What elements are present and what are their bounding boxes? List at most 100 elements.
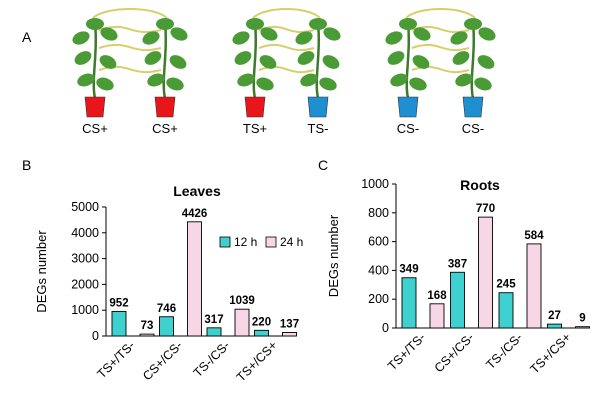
- legend-label: 12 h: [234, 235, 257, 249]
- data-label: 245: [496, 279, 516, 291]
- data-label: 9: [579, 313, 585, 325]
- data-label: 1039: [229, 295, 255, 307]
- bar-12h: [206, 327, 222, 337]
- plant-stem: [315, 21, 320, 99]
- x-tick-label: TS-/CS-: [483, 330, 525, 372]
- tendril: [252, 8, 321, 19]
- y-tick-label: 1000: [361, 177, 389, 191]
- tendril: [411, 65, 470, 74]
- x-tick-label: CS+/CS-: [432, 330, 477, 375]
- panel-a-plants: CS+ CS+ TS+ TS- CS- CS-: [72, 8, 496, 136]
- pot: [307, 96, 329, 118]
- pot: [397, 96, 419, 118]
- plant-leaf: [100, 27, 118, 41]
- x-tick-label: TS+/CS+: [234, 338, 280, 384]
- panel-label: C: [318, 157, 328, 173]
- plant-leaf: [96, 77, 114, 91]
- plant-stem: [252, 21, 257, 99]
- x-tick-label: TS+/CS+: [527, 330, 573, 376]
- data-label: 168: [427, 290, 447, 302]
- plant-leaf: [297, 51, 315, 65]
- plant-leaf: [86, 18, 104, 30]
- plant-leaf: [260, 27, 278, 41]
- plant-stem: [405, 21, 410, 99]
- y-tick-label: 200: [368, 292, 389, 306]
- plant-leaf: [77, 73, 95, 87]
- pot: [244, 96, 266, 118]
- pot-label: TS+: [243, 121, 267, 136]
- bar-24h: [139, 333, 155, 337]
- y-tick-label: 800: [368, 206, 389, 220]
- plant-leaf: [409, 77, 427, 91]
- plant-leaf: [399, 18, 417, 30]
- plant-stem: [162, 21, 167, 99]
- plant-leaf: [455, 73, 473, 87]
- plant-leaf: [142, 31, 160, 45]
- plant: TS+: [232, 18, 278, 136]
- data-label: 137: [280, 318, 299, 330]
- plant-leaf: [464, 18, 482, 30]
- chart-leaves: B Leaves DEGs number 0 1000 2000 3000 4000 5000 9…: [22, 157, 303, 384]
- panel-label: B: [22, 157, 31, 173]
- data-label: 220: [252, 316, 271, 328]
- plant-leaf: [300, 73, 318, 87]
- y-tick-label: 400: [368, 263, 389, 277]
- data-label: 387: [448, 258, 467, 270]
- y-tick-label: 0: [382, 321, 389, 335]
- plant-leaf: [385, 31, 403, 45]
- y-tick-label: 600: [368, 235, 389, 249]
- bar-12h: [111, 310, 127, 337]
- tendril: [405, 8, 476, 19]
- plant-leaf: [234, 51, 252, 65]
- x-tick-label: TS+/TS-: [95, 338, 138, 381]
- plant-stem: [470, 21, 475, 99]
- tendril: [258, 65, 315, 74]
- pot-label: TS-: [308, 121, 329, 136]
- plant-leaf: [259, 55, 277, 69]
- data-label: 770: [476, 203, 495, 215]
- plant-leaf: [166, 77, 184, 91]
- plant-leaf: [319, 77, 337, 91]
- tendril: [98, 43, 162, 52]
- data-label: 4426: [182, 208, 208, 220]
- plant-leaf: [232, 31, 250, 45]
- plant-stem: [92, 21, 97, 99]
- plant-leaf: [99, 55, 117, 69]
- y-tick-label: 3000: [71, 252, 99, 266]
- plant-leaf: [144, 51, 162, 65]
- pot: [154, 96, 176, 118]
- data-label: 349: [399, 264, 418, 276]
- bar-24h: [478, 216, 493, 329]
- plant-leaf: [74, 51, 92, 65]
- data-label: 584: [524, 230, 544, 242]
- y-tick-label: 4000: [71, 226, 99, 240]
- y-tick-label: 1000: [71, 303, 99, 317]
- plant-leaf: [412, 55, 430, 69]
- bar-24h: [282, 332, 297, 337]
- bar-24h: [429, 303, 445, 329]
- data-label: 27: [548, 310, 561, 322]
- data-label: 746: [157, 303, 176, 315]
- bar-12h: [401, 277, 417, 329]
- bar-24h: [575, 326, 590, 329]
- y-axis-label: DEGs number: [34, 230, 49, 313]
- pot-label: CS-: [462, 121, 484, 136]
- pot: [84, 96, 106, 118]
- x-tick-label: TS-/CS-: [191, 338, 233, 380]
- legend-label: 24 h: [280, 235, 303, 249]
- bar-24h: [526, 243, 542, 329]
- plant-leaf: [169, 55, 187, 69]
- bar-12h: [498, 292, 514, 329]
- legend-swatch: [265, 236, 277, 248]
- chart-roots: C Roots DEGs number 0 200 400 600 800 1000 349 168…: [318, 157, 590, 376]
- data-label: 317: [204, 314, 223, 326]
- x-tick-label: CS+/CS-: [140, 338, 185, 383]
- bar-24h: [234, 308, 250, 337]
- y-tick-label: 0: [92, 329, 99, 343]
- chart-title: Leaves: [173, 183, 221, 199]
- bar-12h: [450, 271, 465, 329]
- bar-24h: [187, 221, 202, 337]
- bar-12h: [254, 329, 269, 337]
